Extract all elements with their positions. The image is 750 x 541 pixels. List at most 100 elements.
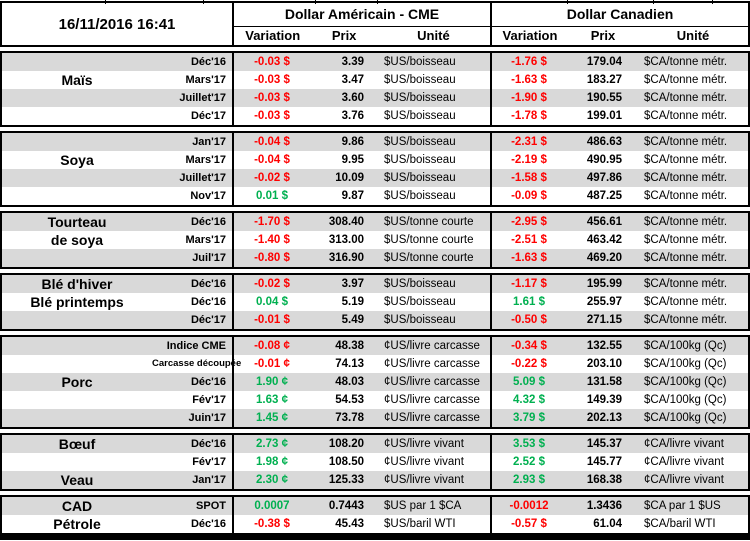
us-price-value: 3.39 <box>341 56 364 68</box>
us-unit-label: $US/boisseau <box>384 74 456 86</box>
ca-variation-value: -1.76 $ <box>490 53 566 71</box>
ca-unit-label: $CA par 1 $US <box>644 500 721 512</box>
ca-price-value: 486.63 <box>586 136 622 148</box>
table-row: Bœuf Déc'16 2.73 ¢ 108.20 ¢US/livre viva… <box>2 435 748 453</box>
ca-unit-label: $CA/tonne métr. <box>644 278 728 290</box>
us-unit-label: $US/boisseau <box>384 92 456 104</box>
commodity-label: Blé printemps <box>30 294 124 310</box>
gridline-tick <box>315 0 316 4</box>
contract-month: SPOT <box>196 500 226 512</box>
ca-variation-value: -0.0012 <box>490 497 566 515</box>
ca-price-value: 490.95 <box>586 154 622 166</box>
section-ble: Blé d'hiver Déc'16 -0.02 $ 3.97 $US/bois… <box>0 273 750 331</box>
us-column-headers: Variation Prix Unité <box>234 27 490 45</box>
ca-variation-value: -2.19 $ <box>490 151 566 169</box>
us-unit-label: $US/boisseau <box>384 278 456 290</box>
commodity-label <box>2 107 152 125</box>
us-price-value: 108.50 <box>328 456 364 468</box>
us-price-header: Prix <box>331 28 357 43</box>
us-variation-value: 0.01 $ <box>232 187 310 205</box>
ca-price-value: 271.15 <box>586 314 622 326</box>
ca-variation-value: -1.78 $ <box>490 107 566 125</box>
us-price-value: 45.43 <box>335 518 364 530</box>
section-mais: Déc'16 -0.03 $ 3.39 $US/boisseau -1.76 $… <box>0 51 750 127</box>
us-variation-value: 1.63 ¢ <box>232 391 310 409</box>
table-row: Indice CME -0.08 ¢ 48.38 ¢US/livre carca… <box>2 337 748 355</box>
gridline-tick <box>567 0 568 4</box>
us-unit-header: Unité <box>417 28 450 43</box>
us-price-value: 54.53 <box>335 394 364 406</box>
ca-variation-value: -2.95 $ <box>490 213 566 231</box>
ca-price-value: 202.13 <box>586 412 622 424</box>
ca-price-value: 195.99 <box>586 278 622 290</box>
ca-price-value: 132.55 <box>586 340 622 352</box>
gridline-tick <box>105 0 106 4</box>
us-variation-value: 2.30 ¢ <box>232 471 310 489</box>
ca-variation-value: -1.90 $ <box>490 89 566 107</box>
table-row: Veau Jan'17 2.30 ¢ 125.33 ¢US/livre viva… <box>2 471 748 489</box>
us-price-value: 73.78 <box>335 412 364 424</box>
table-row: Soya Mars'17 -0.04 $ 9.95 $US/boisseau -… <box>2 151 748 169</box>
commodity-label <box>2 169 152 187</box>
us-variation-value: -0.03 $ <box>232 71 310 89</box>
commodity-label <box>2 89 152 107</box>
contract-month: Déc'17 <box>190 314 226 326</box>
ca-unit-label: $CA/tonne métr. <box>644 234 728 246</box>
ca-price-value: 497.86 <box>586 172 622 184</box>
us-unit-label: $US/boisseau <box>384 110 456 122</box>
us-variation-value: -0.80 $ <box>232 249 310 267</box>
us-unit-label: $US/tonne courte <box>384 252 474 264</box>
ca-unit-label: $CA/tonne métr. <box>644 74 728 86</box>
us-unit-label: $US/boisseau <box>384 314 456 326</box>
ca-variation-value: -0.57 $ <box>490 515 566 533</box>
ca-price-value: 487.25 <box>586 190 622 202</box>
contract-month: Nov'17 <box>190 190 226 202</box>
ca-unit-header: Unité <box>676 28 710 43</box>
us-variation-value: 0.0007 <box>232 497 310 515</box>
ca-variation-value: 1.61 $ <box>490 293 566 311</box>
contract-month: Juillet'17 <box>179 172 226 184</box>
ca-unit-label: $CA/tonne métr. <box>644 314 728 326</box>
us-variation-value: -0.04 $ <box>232 133 310 151</box>
us-variation-header: Variation <box>245 28 301 43</box>
ca-variation-value: -2.31 $ <box>490 133 566 151</box>
us-unit-label: ¢US/livre vivant <box>384 438 464 450</box>
us-variation-value: -0.01 ¢ <box>232 355 310 373</box>
us-unit-label: $US/boisseau <box>384 56 456 68</box>
table-row: Pétrole Déc'16 -0.38 $ 45.43 $US/baril W… <box>2 515 748 533</box>
commodity-label: Veau <box>60 472 94 488</box>
us-price-value: 9.87 <box>341 190 364 202</box>
commodity-label <box>2 409 152 427</box>
us-price-value: 5.49 <box>341 314 364 326</box>
table-row: Juil'17 -0.80 $ 316.90 $US/tonne courte … <box>2 249 748 267</box>
contract-month: Juillet'17 <box>179 92 226 104</box>
contract-month: Déc'16 <box>190 518 226 530</box>
us-variation-value: -0.03 $ <box>232 107 310 125</box>
ca-price-value: 469.20 <box>586 252 622 264</box>
commodity-label: Soya <box>60 152 94 168</box>
us-price-value: 125.33 <box>328 474 364 486</box>
contract-month: Juil'17 <box>192 252 226 264</box>
contract-month: Jan'17 <box>192 474 226 486</box>
us-variation-value: 1.98 ¢ <box>232 453 310 471</box>
ca-unit-label: $CA/100kg (Qc) <box>644 394 727 406</box>
table-row: Juin'17 1.45 ¢ 73.78 ¢US/livre carcasse … <box>2 409 748 427</box>
us-variation-value: -0.02 $ <box>232 275 310 293</box>
contract-month: Déc'16 <box>190 296 226 308</box>
commodity-label: Maïs <box>61 72 93 88</box>
ca-variation-value: 3.53 $ <box>490 435 566 453</box>
ca-unit-label: ¢CA/livre vivant <box>644 456 724 468</box>
us-price-value: 9.86 <box>341 136 364 148</box>
ca-unit-label: $CA/tonne métr. <box>644 172 728 184</box>
us-variation-value: 2.73 ¢ <box>232 435 310 453</box>
contract-month: Fév'17 <box>192 394 226 406</box>
contract-month: Déc'17 <box>190 110 226 122</box>
us-variation-value: 1.90 ¢ <box>232 373 310 391</box>
table-row: de soya Mars'17 -1.40 $ 313.00 $US/tonne… <box>2 231 748 249</box>
gridline-tick <box>653 0 654 4</box>
table-row: Jan'17 -0.04 $ 9.86 $US/boisseau -2.31 $… <box>2 133 748 151</box>
ca-variation-value: -1.58 $ <box>490 169 566 187</box>
ca-price-value: 168.38 <box>586 474 622 486</box>
us-variation-value: -0.03 $ <box>232 89 310 107</box>
ca-price-value: 183.27 <box>586 74 622 86</box>
